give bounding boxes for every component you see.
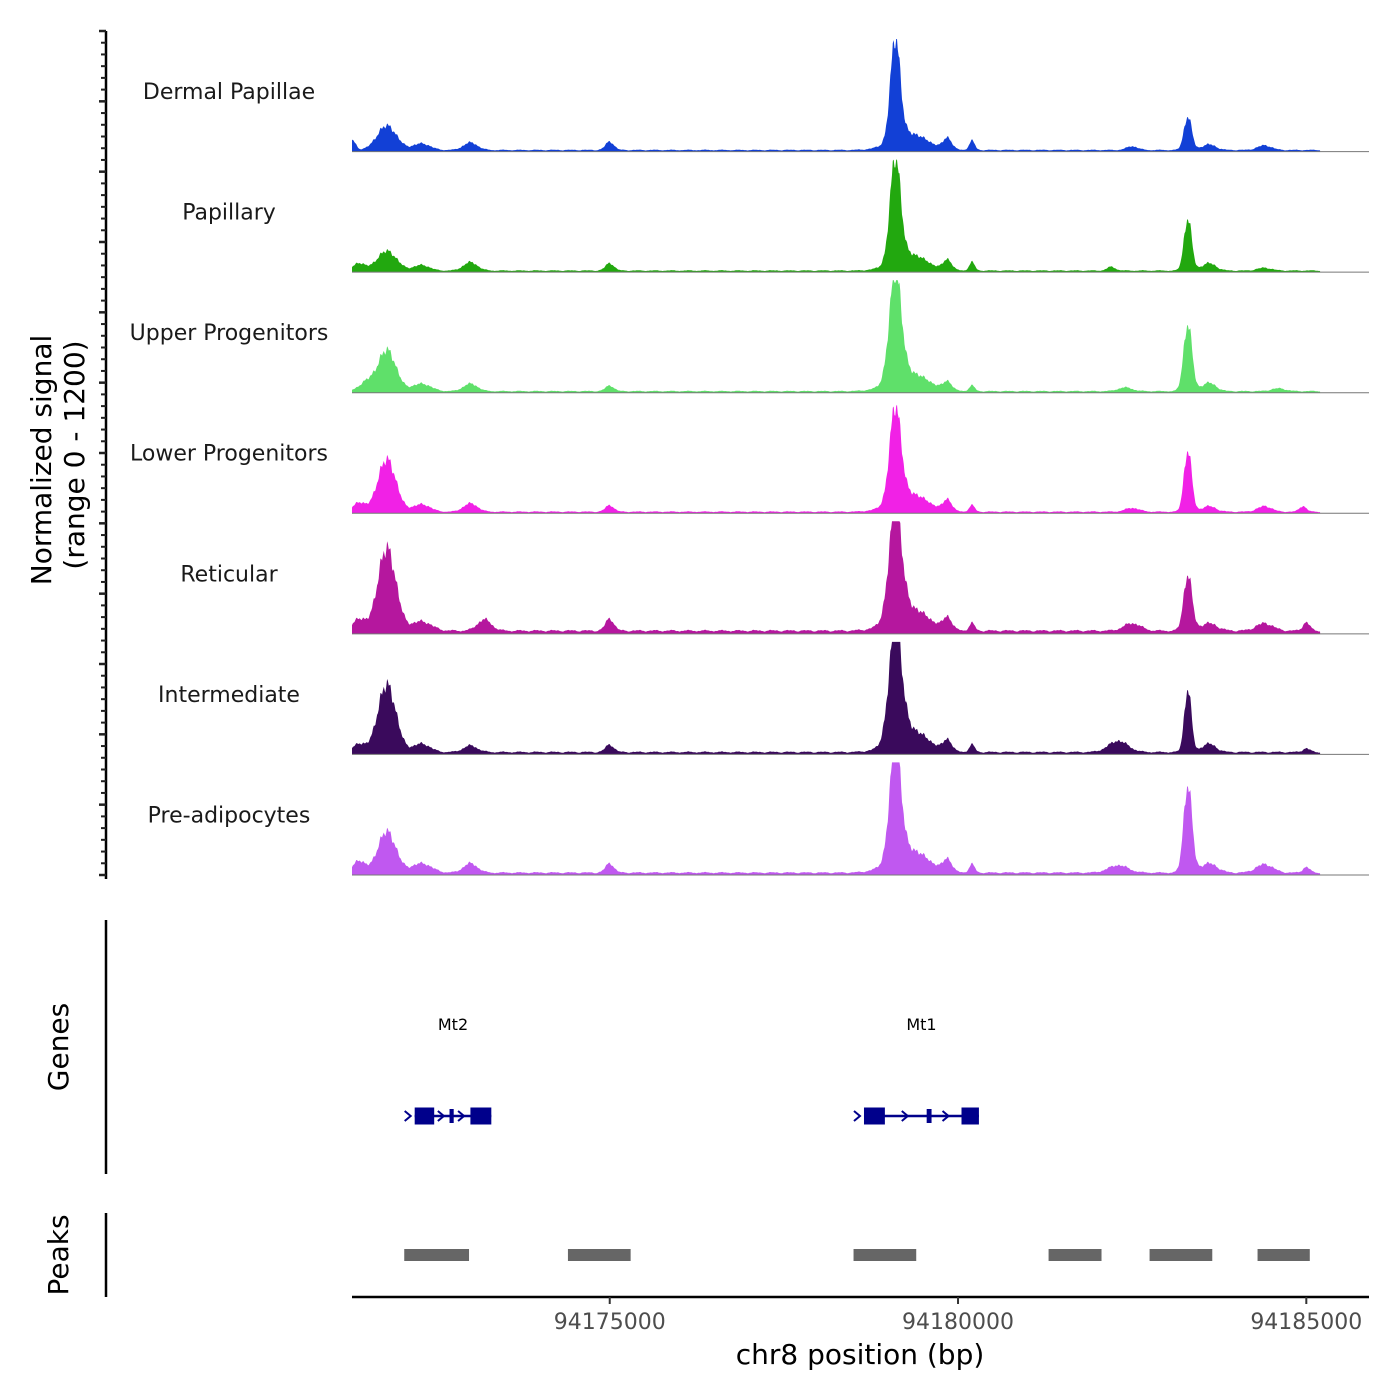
gene-exon-mt2: [470, 1107, 492, 1125]
track-label-upper-progenitors: Upper Progenitors: [130, 321, 329, 346]
gene-strand-arrow-mt2: [457, 1110, 466, 1122]
gene-exon-mt1: [961, 1107, 979, 1125]
peak-region: [853, 1249, 917, 1261]
y-axis-title-line2: (range 0 - 1200): [58, 340, 91, 569]
gene-strand-arrow-mt1: [853, 1110, 862, 1122]
y-axis-title-line1: Normalized signal: [25, 335, 58, 586]
x-tick-label: 94185000: [1250, 1310, 1362, 1335]
x-tick-label: 94175000: [554, 1310, 666, 1335]
coverage-area-intermediate: [352, 641, 1321, 755]
x-axis-ticks: 94175000 94180000 94185000: [554, 1297, 1362, 1335]
x-axis-title: chr8 position (bp): [736, 1338, 985, 1371]
gene-label-mt1: Mt1: [906, 1015, 936, 1034]
peaks-track-title: Peaks: [42, 1214, 75, 1295]
track-label-dermal-papillae: Dermal Papillae: [143, 80, 315, 105]
peak-region: [1257, 1249, 1310, 1261]
coverage-tracks: Dermal Papillae Papillary Upper Progenitor…: [130, 39, 1369, 876]
coverage-area-dermal-papillae: [352, 39, 1321, 152]
genes-track: Mt2 Mt1: [404, 1015, 979, 1125]
gene-strand-arrow-mt2: [437, 1110, 446, 1122]
peak-region: [1048, 1249, 1102, 1261]
peak-region: [404, 1249, 470, 1261]
coverage-area-reticular: [352, 521, 1321, 634]
gene-label-mt2: Mt2: [438, 1015, 468, 1034]
genes-track-title: Genes: [42, 1003, 75, 1091]
gene-exon-mt2: [414, 1107, 435, 1125]
gene-exon-mt1: [863, 1107, 885, 1125]
peaks-track: [404, 1249, 1310, 1261]
gene-strand-arrow-mt1: [901, 1110, 910, 1122]
coverage-y-ticks: [99, 29, 106, 877]
track-label-lower-progenitors: Lower Progenitors: [130, 442, 328, 467]
track-label-papillary: Papillary: [182, 201, 276, 226]
coverage-area-lower-progenitors: [352, 404, 1321, 514]
gene-exon-mt1: [926, 1109, 932, 1123]
x-tick-label: 94180000: [902, 1310, 1014, 1335]
gene-exon-mt2: [449, 1109, 454, 1123]
coverage-area-papillary: [352, 159, 1321, 273]
track-label-reticular: Reticular: [180, 562, 278, 587]
gene-strand-arrow-mt1: [941, 1110, 951, 1122]
peak-region: [1149, 1249, 1213, 1261]
coverage-area-pre-adipocytes: [352, 762, 1321, 875]
track-label-intermediate: Intermediate: [158, 683, 300, 708]
coverage-area-upper-progenitors: [352, 280, 1321, 393]
track-label-pre-adipocytes: Pre-adipocytes: [148, 803, 311, 828]
peak-region: [567, 1249, 631, 1261]
gene-strand-arrow-mt2: [404, 1110, 413, 1122]
